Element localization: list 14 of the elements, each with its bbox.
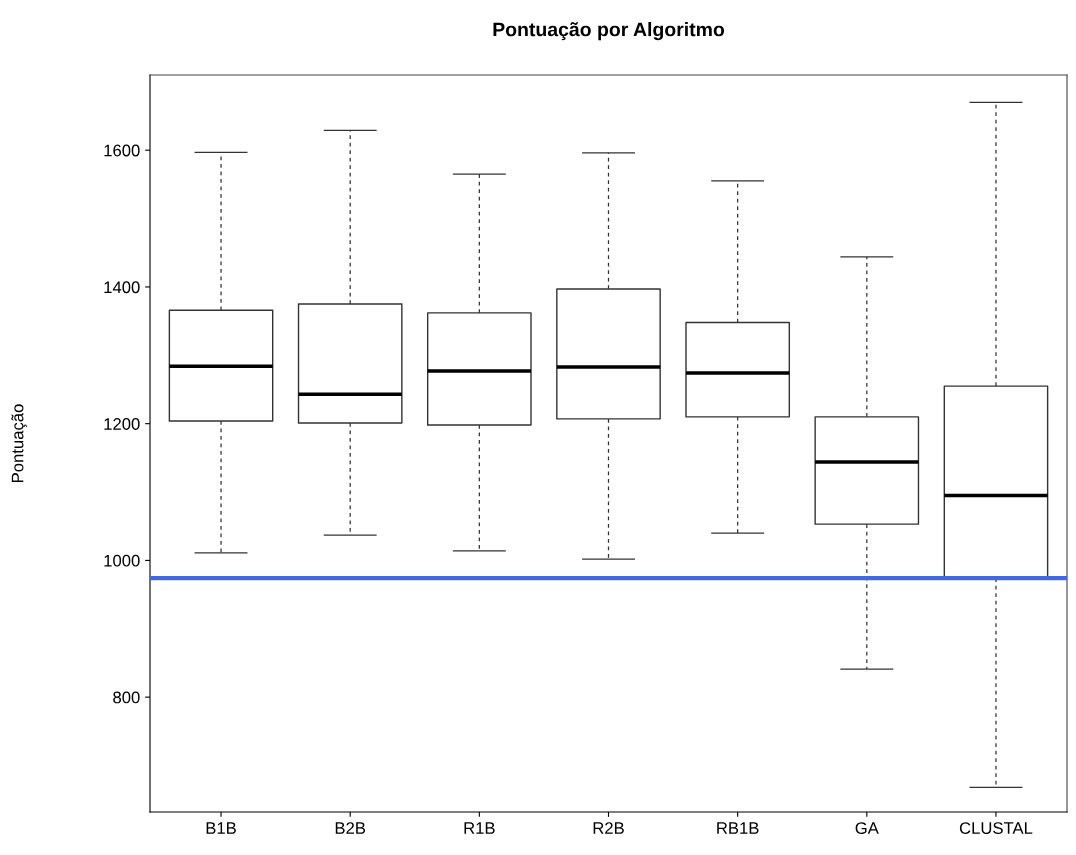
x-tick-label: B1B — [206, 822, 236, 834]
y-axis-title: Pontuação — [11, 404, 27, 482]
y-tick-label: 1600 — [104, 144, 140, 157]
y-tick-label: 1400 — [104, 281, 140, 294]
y-tick-label: 1200 — [104, 418, 140, 430]
x-tick-label: R2B — [593, 822, 624, 834]
x-tick-label: RB1B — [717, 822, 759, 834]
x-tick-label: R1B — [464, 822, 495, 834]
chart-title: Pontuação por Algoritmo — [493, 22, 725, 41]
y-tick-label: 800 — [113, 691, 140, 704]
x-tick-label: GA — [855, 822, 879, 834]
y-tick-label: 1000 — [104, 554, 140, 567]
x-tick-label: CLUSTAL — [959, 822, 1033, 834]
x-tick-label: B2B — [335, 822, 366, 834]
